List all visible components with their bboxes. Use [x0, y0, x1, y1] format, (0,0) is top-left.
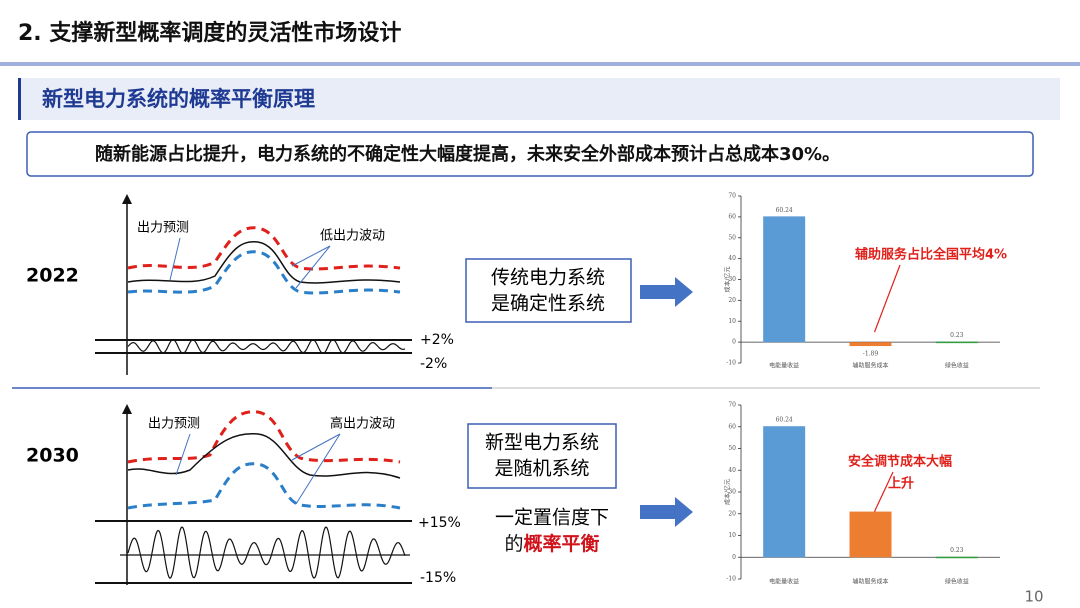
x-tick-label: 辅助服务成本	[852, 362, 888, 370]
fluctuation-label: 高出力波动	[330, 416, 395, 432]
x-tick-label: 电能量收益	[769, 578, 799, 586]
bar	[763, 426, 806, 558]
note-line: 的概率平衡	[504, 532, 599, 555]
title-rule	[0, 62, 1080, 66]
note-emphasis: 概率平衡	[524, 532, 600, 555]
arrow	[640, 277, 693, 307]
section-accent	[18, 78, 21, 120]
forecast-curve	[127, 432, 401, 479]
pointer	[169, 237, 181, 281]
page-number: 10	[1024, 588, 1043, 606]
forecast-label: 出力预测	[137, 221, 189, 236]
bar	[935, 556, 978, 559]
y-tick-label: 50	[728, 234, 736, 241]
y-tick-label: 30	[728, 276, 736, 283]
annotation: 上升	[888, 476, 914, 492]
band-upper: +2%	[420, 332, 454, 348]
annotation: 安全调节成本大幅	[848, 454, 952, 470]
y-tick-label: 40	[728, 467, 736, 474]
pointer	[175, 433, 191, 476]
system-box-line: 是随机系统	[494, 458, 589, 480]
fluctuation-label: 低出力波动	[320, 229, 385, 244]
y-tick-label: 20	[728, 297, 736, 304]
y-tick-label: 0	[732, 554, 736, 561]
x-tick-label: 绿色收益	[945, 362, 969, 370]
y-axis-label: 成本/亿元	[724, 266, 732, 292]
value-label: 0.23	[950, 332, 964, 339]
value-label: 0.23	[950, 547, 964, 554]
x-tick-label: 辅助服务成本	[852, 578, 888, 586]
pointer	[295, 245, 331, 289]
y-tick-label: 30	[728, 489, 736, 496]
upper-curve	[127, 410, 401, 464]
y-tick-label: 10	[728, 318, 736, 325]
y-tick-label: 60	[728, 423, 736, 430]
y-tick-label: 50	[728, 445, 736, 452]
year-label: 2022	[26, 265, 79, 287]
section-title: 新型电力系统的概率平衡原理	[42, 87, 315, 111]
y-tick-label: 70	[728, 193, 736, 200]
pointer	[291, 433, 341, 461]
lower-curve	[127, 250, 401, 295]
forecast-curve	[127, 241, 401, 284]
y-tick-label: -10	[726, 360, 736, 367]
band-lower: -2%	[420, 356, 447, 372]
section-band	[18, 78, 1060, 120]
band-upper: +15%	[418, 515, 461, 531]
system-box-line: 是确定性系统	[491, 293, 605, 315]
value-label: 60.24	[776, 207, 793, 214]
y-tick-label: 40	[728, 255, 736, 262]
fluctuation-wave	[127, 526, 406, 579]
forecast-label: 出力预测	[148, 417, 200, 432]
value-label: -1.89	[863, 351, 879, 358]
system-box-line: 传统电力系统	[491, 267, 605, 289]
system-box-line: 新型电力系统	[485, 432, 599, 454]
system-box	[467, 423, 617, 489]
x-tick-label: 电能量收益	[769, 362, 799, 370]
value-label: 60.24	[776, 417, 793, 424]
annotation-pointer	[873, 264, 901, 333]
lower-curve	[127, 462, 401, 510]
axis-arrow	[122, 404, 132, 414]
banner-box	[26, 131, 1034, 177]
axis-arrow	[122, 194, 132, 204]
y-tick-label: 60	[728, 213, 736, 220]
bar	[849, 511, 892, 558]
y-tick-label: 10	[728, 532, 736, 539]
note-line: 一定置信度下	[495, 507, 609, 529]
arrow	[640, 497, 693, 527]
bar	[935, 341, 978, 344]
upper-curve	[127, 226, 401, 271]
pointer	[295, 433, 341, 505]
pointer	[291, 245, 331, 267]
y-axis-label: 成本/亿元	[724, 479, 732, 505]
banner-text: 随新能源占比提升，电力系统的不确定性大幅度提高，未来安全外部成本预计占总成本30…	[95, 143, 840, 165]
system-box	[465, 258, 632, 323]
annotation: 辅助服务占比全国平均4%	[855, 247, 1007, 263]
annotation-pointer	[873, 471, 894, 512]
slide-title: 2. 支撑新型概率调度的灵活性市场设计	[18, 20, 401, 46]
bar	[849, 342, 892, 347]
y-tick-label: 0	[732, 339, 736, 346]
x-tick-label: 绿色收益	[945, 578, 969, 586]
note-prefix: 的	[504, 533, 523, 555]
band-lower: -15%	[420, 570, 456, 586]
fluctuation-wave	[127, 338, 406, 355]
bar	[763, 216, 806, 343]
y-tick-label: 70	[728, 402, 736, 409]
y-tick-label: -10	[726, 576, 736, 583]
y-tick-label: 20	[728, 510, 736, 517]
year-label: 2030	[26, 445, 79, 467]
